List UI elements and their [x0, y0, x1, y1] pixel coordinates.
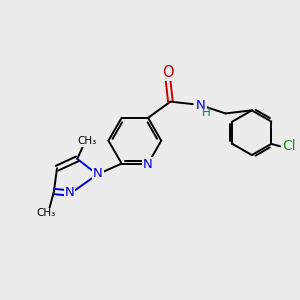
Text: H: H: [202, 106, 210, 119]
Text: N: N: [143, 158, 153, 171]
Text: O: O: [162, 65, 174, 80]
Text: N: N: [64, 186, 74, 199]
Text: N: N: [93, 167, 103, 180]
Text: Cl: Cl: [282, 140, 296, 153]
Text: CH₃: CH₃: [78, 136, 97, 146]
Text: N: N: [196, 99, 206, 112]
Text: CH₃: CH₃: [36, 208, 55, 218]
